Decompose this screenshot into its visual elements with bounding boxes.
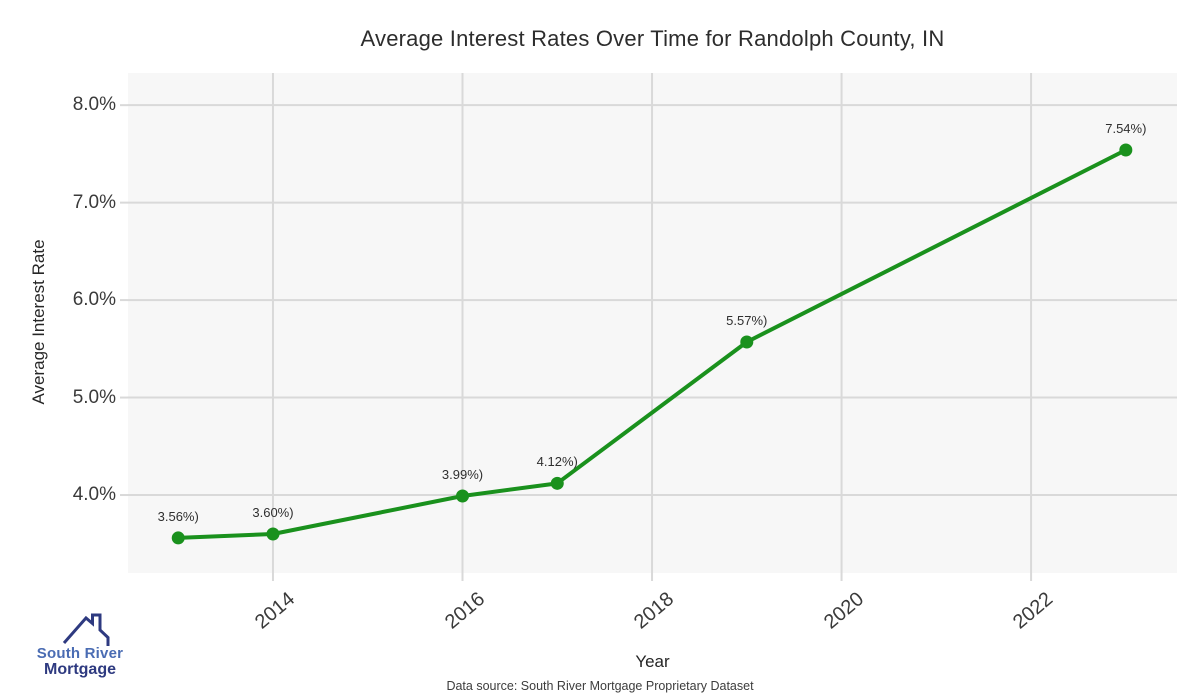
data-point-marker [1119, 143, 1133, 157]
logo-roof-icon [62, 613, 110, 646]
logo-text-south-river: South River [36, 645, 124, 662]
data-point-marker [171, 531, 185, 545]
data-point-marker [266, 527, 280, 541]
data-point-marker [740, 335, 754, 349]
logo-text-mortgage: Mortgage [44, 661, 116, 678]
chart-title: Average Interest Rates Over Time for Ran… [360, 26, 945, 51]
y-axis-label: Average Interest Rate [29, 239, 48, 405]
data-source-caption: Data source: South River Mortgage Propri… [446, 679, 754, 693]
data-point-marker [550, 476, 564, 490]
x-axis-label: Year [635, 652, 670, 671]
south-river-mortgage-logo: South River Mortgage [26, 611, 134, 679]
data-line [176, 147, 1128, 540]
data-point-marker [456, 489, 470, 503]
